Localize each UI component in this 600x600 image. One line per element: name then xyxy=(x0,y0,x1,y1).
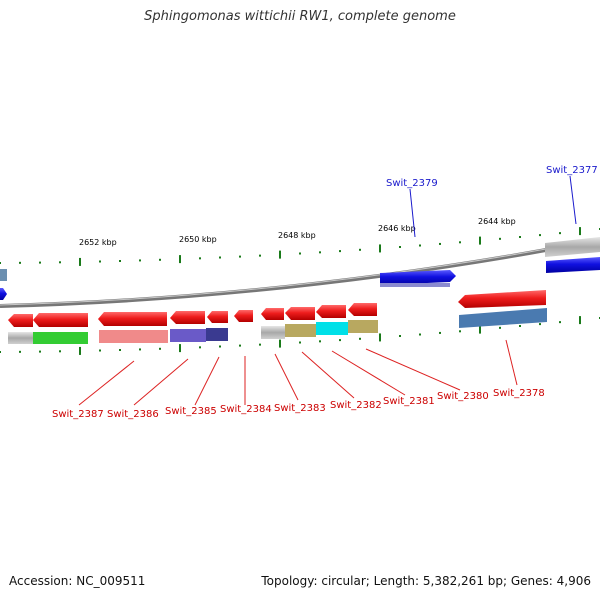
gene-bar-left-gray xyxy=(0,269,7,281)
scale-label-2644: 2644 kbp xyxy=(478,217,516,226)
gene-label-swit-2382[interactable]: Swit_2382 xyxy=(330,400,382,411)
page-title: Sphingomonas wittichii RW1, complete gen… xyxy=(144,9,456,24)
callout-lines xyxy=(78,339,518,406)
callout-lines-blue xyxy=(409,175,577,238)
gene-arrow-swit-2379[interactable] xyxy=(380,270,456,287)
gene-arrow-swit-2382[interactable] xyxy=(316,305,348,335)
genome-backbone xyxy=(0,238,600,308)
scale-label-2646: 2646 kbp xyxy=(378,224,416,233)
gene-label-swit-2380[interactable]: Swit_2380 xyxy=(437,391,489,402)
gene-arrow-swit-2377[interactable] xyxy=(545,237,600,273)
scale-label-2648: 2648 kbp xyxy=(278,231,316,240)
gene-label-swit-2377[interactable]: Swit_2377 xyxy=(546,165,598,176)
genome-summary-text: Topology: circular; Length: 5,382,261 bp… xyxy=(261,574,591,588)
scale-ticks-bottom xyxy=(0,316,600,355)
accession-text: Accession: NC_009511 xyxy=(9,574,146,588)
gene-label-swit-2383[interactable]: Swit_2383 xyxy=(274,403,326,414)
gene-arrow-swit-2383[interactable] xyxy=(261,307,316,339)
gene-label-swit-2381[interactable]: Swit_2381 xyxy=(383,396,435,407)
gene-arrow-swit-2387[interactable] xyxy=(8,313,88,344)
scale-label-2650: 2650 kbp xyxy=(179,235,217,244)
gene-label-swit-2385[interactable]: Swit_2385 xyxy=(165,406,217,417)
scale-ticks-top xyxy=(0,227,600,266)
genome-backbone-highlight xyxy=(0,238,600,306)
gene-label-swit-2378[interactable]: Swit_2378 xyxy=(493,388,545,399)
gene-label-swit-2384[interactable]: Swit_2384 xyxy=(220,404,272,415)
gene-label-swit-2386[interactable]: Swit_2386 xyxy=(107,409,159,420)
scale-label-2652: 2652 kbp xyxy=(79,238,117,247)
gene-arrow-swit-2384[interactable] xyxy=(234,310,253,322)
gene-arrow-swit-2381[interactable] xyxy=(348,303,378,333)
gene-label-swit-2379[interactable]: Swit_2379 xyxy=(386,178,438,189)
gene-arrow-swit-2378[interactable] xyxy=(458,290,547,328)
gene-arrow-forward-left[interactable] xyxy=(0,288,7,300)
gene-arrow-swit-2385[interactable] xyxy=(170,311,228,342)
gene-label-swit-2387[interactable]: Swit_2387 xyxy=(52,409,104,420)
gene-arrow-swit-2386[interactable] xyxy=(98,312,168,343)
